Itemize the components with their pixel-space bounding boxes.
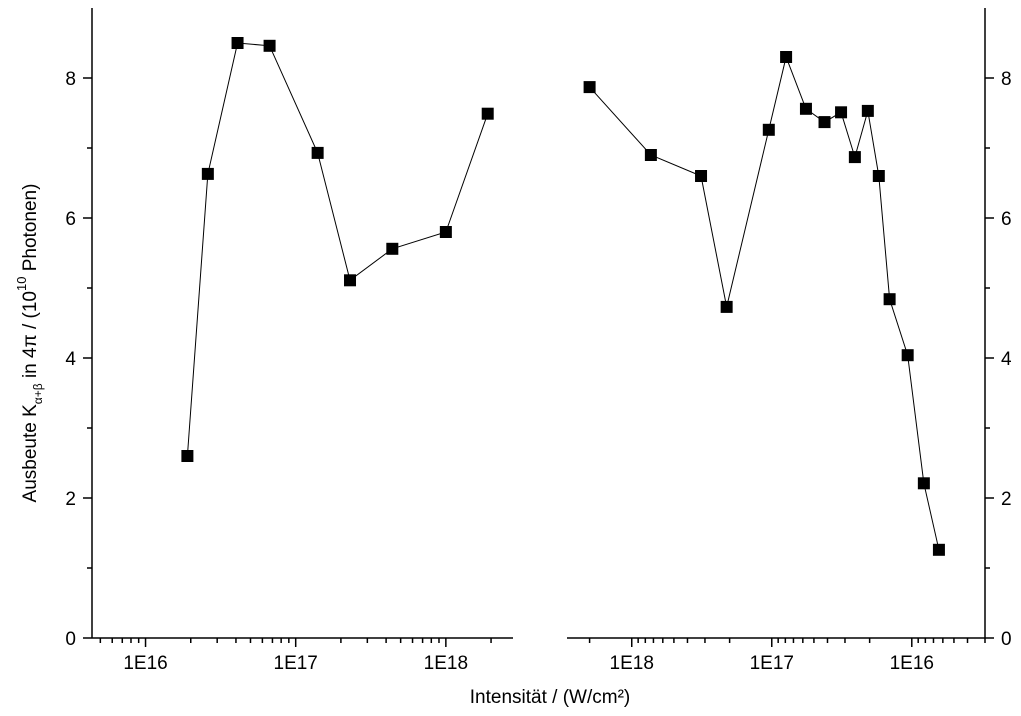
y-axis-title-sub: α+β [31, 383, 45, 404]
marker [181, 450, 194, 462]
marker [872, 170, 885, 182]
series-line [589, 55, 940, 550]
y-axis-title: Ausbeute Kα+β in 4π / (1010 Photonen) [14, 184, 45, 503]
marker [861, 104, 874, 117]
marker [644, 149, 657, 161]
marker [818, 116, 831, 129]
marker [439, 226, 452, 238]
y-tick-label: 8 [1001, 69, 1012, 90]
y-tick-label: 2 [65, 489, 76, 510]
marker [263, 39, 276, 52]
x-axis-title: Intensität / (W/cm²) [470, 687, 630, 708]
y-axis-title-part: Ausbeute K [20, 404, 41, 503]
y-tick-label: 8 [65, 69, 76, 90]
y-tick-label: 4 [1001, 349, 1012, 370]
x-tick-label: 1E16 [123, 653, 167, 674]
x-tick-label: 1E17 [274, 653, 318, 674]
y-tick-label: 6 [65, 209, 76, 230]
x-tick-label: 1E17 [750, 653, 794, 674]
marker [311, 146, 324, 159]
marker [901, 349, 914, 362]
y-axis-title-part: Photonen) [20, 184, 41, 277]
marker [481, 107, 494, 120]
series-line [186, 42, 489, 457]
marker [720, 300, 733, 313]
y-axis-title-part: in 4π / (10 [20, 291, 41, 383]
x-tick-label: 1E18 [424, 653, 468, 674]
marker [917, 477, 930, 490]
marker [583, 81, 596, 94]
marker [201, 167, 214, 180]
marker [762, 123, 775, 136]
marker [883, 293, 896, 306]
y-tick-label: 0 [1001, 629, 1012, 650]
marker [835, 106, 848, 119]
y-tick-label: 0 [65, 629, 76, 650]
marker [799, 102, 812, 115]
marker [932, 543, 945, 556]
x-tick-label: 1E18 [610, 653, 654, 674]
x-tick-label: 1E16 [890, 653, 934, 674]
marker [695, 170, 708, 182]
y-tick-label: 4 [65, 349, 76, 370]
marker [848, 151, 861, 164]
marker [780, 51, 793, 63]
y-tick-label: 2 [1001, 489, 1012, 510]
marker [231, 37, 244, 49]
marker [386, 242, 399, 255]
y-tick-label: 6 [1001, 209, 1012, 230]
y-axis-title-sup: 10 [14, 277, 29, 291]
marker [344, 274, 357, 287]
